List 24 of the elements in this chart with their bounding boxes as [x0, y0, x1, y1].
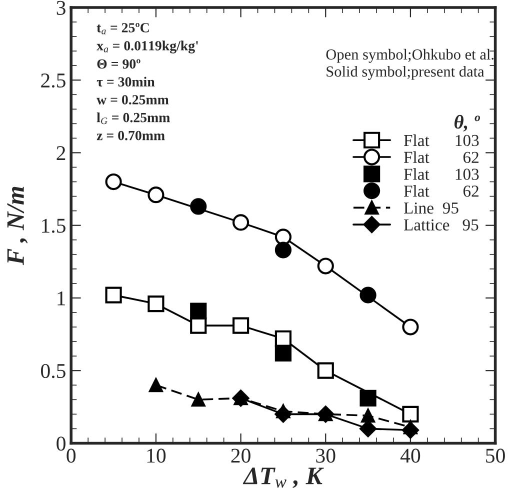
legend-label: Line 95 — [404, 202, 458, 214]
legend-label: Flat 62 — [404, 185, 478, 197]
y-tick-label: 0 — [56, 436, 66, 451]
legend-label: Lattice 95 — [404, 219, 478, 231]
x-tick-label: 40 — [400, 448, 420, 463]
y-tick-label: 0.5 — [41, 364, 66, 378]
text: t$_{a}$ = 25ºC x$_{a}$ = 0.0119kg/kg' Θ = 90º τ = 30min w = 0.25mm l$_{G}$ = 0.25mm z = 0.70mm — [96, 23, 198, 140]
legend-title: θ, º — [454, 114, 480, 132]
y-tick-label: 1 — [58, 291, 66, 306]
y-axis-title: F , N/m — [7, 186, 28, 266]
legend-label: Flat 103 — [404, 134, 479, 146]
y-tick-label: 2.5 — [41, 74, 66, 88]
y-tick-label: 3 — [56, 0, 66, 15]
legend-label: Flat 62 — [404, 151, 478, 164]
x-tick-label: 50 — [486, 448, 505, 463]
annotation: Open symbol;Ohkubo et al. Solid symbol;present data — [326, 48, 494, 80]
x-tick-label: 10 — [147, 448, 166, 463]
x-tick-label: 20 — [231, 448, 250, 463]
y-tick-label: 2 — [56, 146, 66, 160]
x-tick-label: 0 — [66, 448, 76, 463]
y-tick-label: 1.5 — [42, 218, 66, 233]
x-axis-title: ΔT$_{w}$ , K — [242, 468, 324, 488]
x-tick-label: 30 — [316, 448, 336, 463]
legend-label: Flat 103 — [404, 168, 479, 180]
